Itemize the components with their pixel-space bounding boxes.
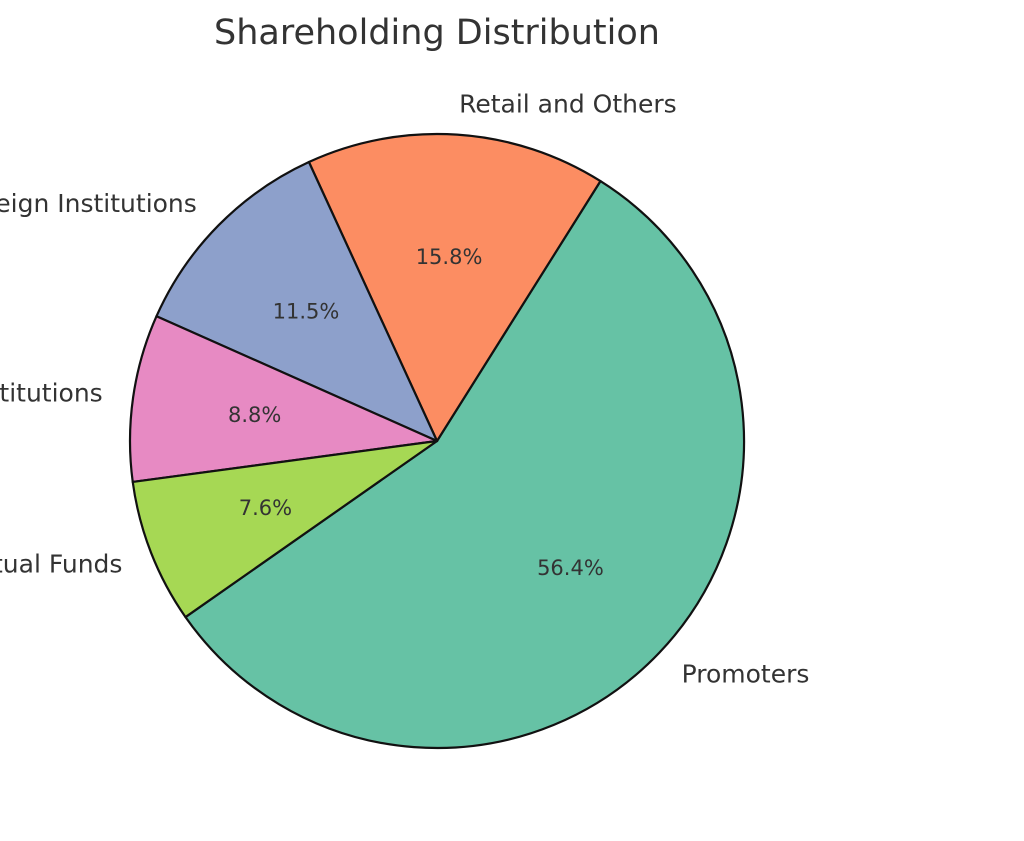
pie-slice: [128, 315, 439, 484]
pie-slice: [155, 160, 439, 443]
slice-percent-label: 56.4%: [537, 556, 604, 580]
slice-category-label: Other Domestic Institutions: [0, 379, 103, 408]
slice-percent-label: 7.6%: [239, 496, 292, 520]
slices-layer: [128, 132, 746, 750]
slice-percent-label: 11.5%: [273, 300, 340, 324]
slice-category-label: Foreign Institutions: [0, 189, 197, 218]
labels-layer: 56.4% Promoters 15.8% Retail and Others 11.5…: [0, 90, 809, 689]
chart-title: Shareholding Distribution: [214, 13, 660, 53]
slice-percent-label: 8.8%: [228, 403, 281, 427]
slice-category-label: Promoters: [682, 659, 810, 688]
pie-slice: [307, 132, 602, 443]
slice-category-label: Retail and Others: [459, 90, 677, 119]
pie-slice: [184, 180, 746, 750]
slice-percent-label: 15.8%: [416, 245, 483, 269]
slice-category-label: Mutual Funds: [0, 549, 122, 578]
pie-slice: [131, 439, 439, 619]
